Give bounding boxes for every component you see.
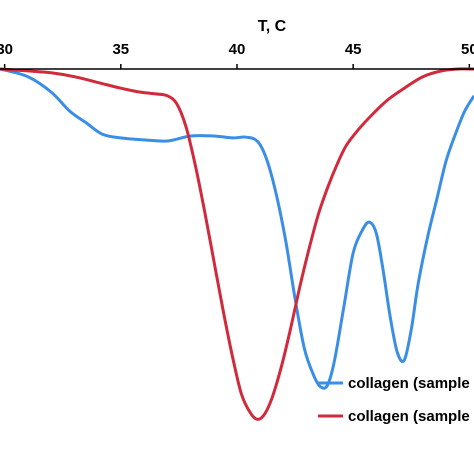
series-group [0,67,474,421]
x-tick-label: 50 [461,41,474,58]
x-tick-label: 40 [229,41,246,58]
legend-label-1: collagen (sample [348,375,470,392]
x-tick-label: 45 [345,41,362,58]
legend-label-2: collagen (sample [348,408,470,425]
x-tick-label: 30 [0,41,13,58]
x-axis-ticks: 30 35 40 45 50 [0,41,474,69]
legend: collagen (sample collagen (sample [318,375,470,425]
x-axis-title: T, C [258,18,287,35]
series-line-1 [0,67,474,390]
series-line-2 [0,67,474,421]
x-tick-label: 35 [112,41,129,58]
